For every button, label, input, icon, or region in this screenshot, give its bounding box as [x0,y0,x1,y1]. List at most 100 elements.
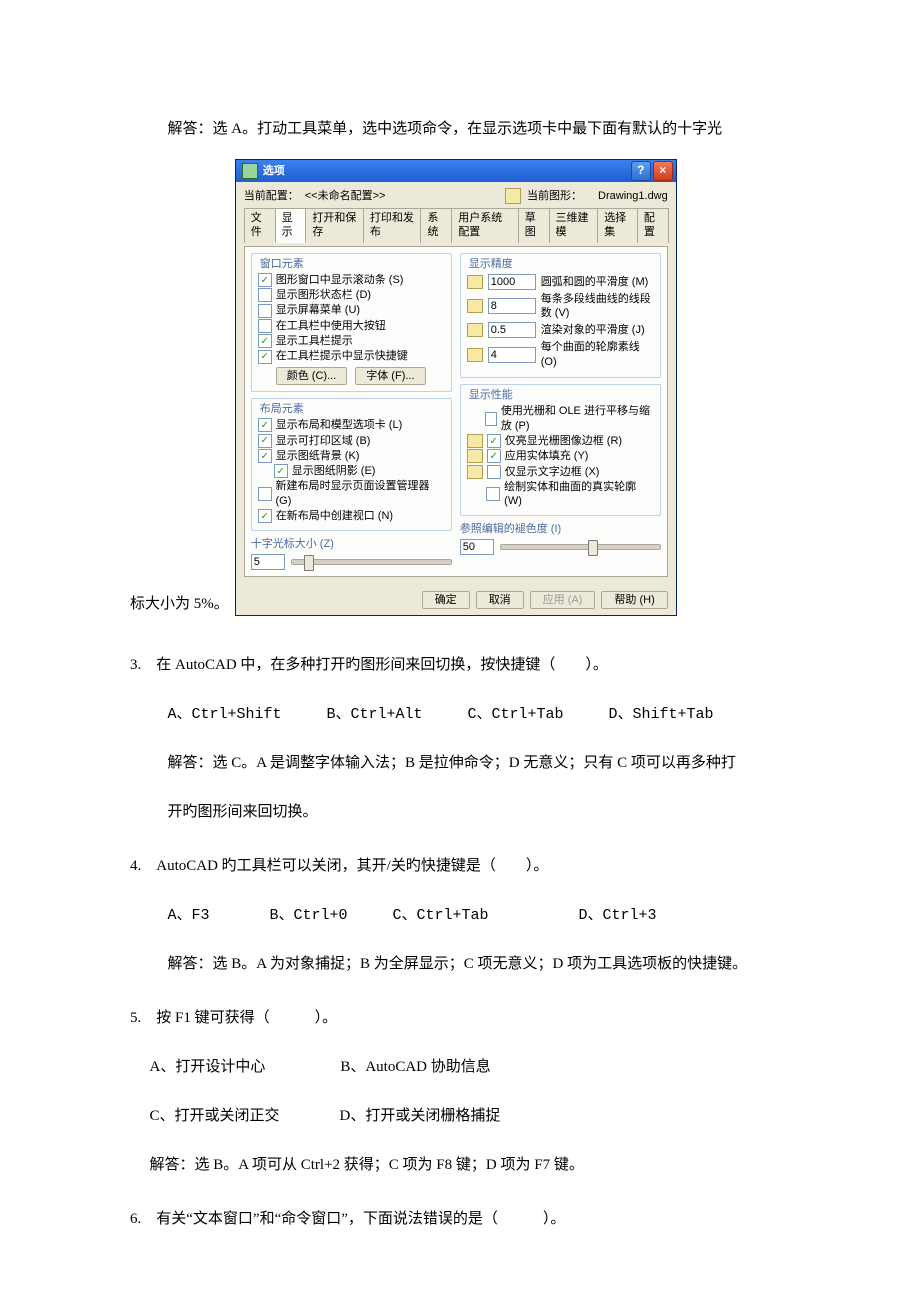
group-window-elements: 窗口元素 图形窗口中显示滚动条 (S)显示图形状态栏 (D)显示屏幕菜单 (U)… [251,253,452,392]
checkbox-icon [258,334,272,348]
titlebar-close-button[interactable]: × [653,161,673,181]
help-button[interactable]: 帮助 (H) [601,591,667,609]
dwg-icon [467,449,483,463]
q4-options: A、F3 B、Ctrl+0 C、Ctrl+Tab D、Ctrl+3 [130,896,790,935]
checkbox-label: 显示工具栏提示 [276,334,353,348]
apply-button[interactable]: 应用 (A) [530,591,596,609]
dwg-icon [467,465,483,479]
dialog-body: 当前配置： <<未命名配置>> 当前图形： Drawing1.dwg 文件显示打… [236,182,676,585]
tab-7[interactable]: 三维建模 [549,208,599,243]
number-label: 每条多段线曲线的线段数 (V) [541,292,654,321]
checkbox-row[interactable]: 显示图纸阴影 (E) [274,464,445,478]
left-column: 窗口元素 图形窗口中显示滚动条 (S)显示图形状态栏 (D)显示屏幕菜单 (U)… [251,253,452,570]
checkbox-label: 图形窗口中显示滚动条 (S) [276,273,404,287]
dwg-icon [505,188,521,204]
ok-button[interactable]: 确定 [422,591,470,609]
number-input[interactable] [488,347,536,363]
number-row: 每条多段线曲线的线段数 (V) [467,292,654,321]
slider-thumb[interactable] [304,555,314,571]
dialog-row: 标大小为 5%。 选项 ? × 当前配置： <<未命名配置>> 当前图形： Dr… [130,159,790,616]
crosshair-size-slider[interactable] [291,559,452,565]
checkbox-icon [258,288,272,302]
current-config-label: 当前配置： [244,189,299,203]
slider-thumb[interactable] [588,540,598,556]
checkbox-label: 显示图纸背景 (K) [276,449,360,463]
tab-4[interactable]: 系统 [420,208,452,243]
number-label: 圆弧和圆的平滑度 (M) [541,275,649,289]
checkbox-row[interactable]: 显示布局和模型选项卡 (L) [258,418,445,432]
tab-0[interactable]: 文件 [244,208,276,243]
checkbox-icon [487,434,501,448]
checkbox-icon [487,465,501,479]
q4-stem: 4. AutoCAD 旳工具栏可以关闭，其开/关旳快捷键是（ ）。 [130,847,790,886]
checkbox-row[interactable]: 在工具栏提示中显示快捷键 [258,349,445,363]
checkbox-label: 绘制实体和曲面的真实轮廓 (W) [504,480,654,509]
number-input[interactable] [488,274,536,290]
group-layout-elements: 布局元素 显示布局和模型选项卡 (L) 显示可打印区域 (B)显示图纸背景 (K)… [251,398,452,531]
tab-5[interactable]: 用户系统配置 [451,208,518,243]
cancel-button[interactable]: 取消 [476,591,524,609]
checkbox-row[interactable]: 仅亮显光栅图像边框 (R) [467,434,654,448]
colors-button[interactable]: 颜色 (C)... [276,367,348,385]
number-label: 每个曲面的轮廓素线 (O) [541,340,654,369]
checkbox-label: 新建布局时显示页面设置管理器 (G) [276,479,445,508]
checkbox-row[interactable]: 新建布局时显示页面设置管理器 (G) [258,479,445,508]
checkbox-icon [258,509,272,523]
q3-answer-1: 解答：选 C。A 是调整字体输入法；B 是拉伸命令；D 无意义；只有 C 项可以… [130,744,790,783]
checkbox-icon [258,350,272,364]
checkbox-row[interactable]: 显示屏幕菜单 (U) [258,303,445,317]
tab-2[interactable]: 打开和保存 [305,208,364,243]
right-column: 显示精度 圆弧和圆的平滑度 (M)每条多段线曲线的线段数 (V)渲染对象的平滑度… [460,253,661,570]
checkbox-row[interactable]: 在新布局中创建视口 (N) [258,509,445,523]
tab-3[interactable]: 打印和发布 [363,208,422,243]
checkbox-row[interactable]: 绘制实体和曲面的真实轮廓 (W) [467,480,654,509]
group-title: 布局元素 [258,403,306,415]
checkbox-row[interactable]: 应用实体填充 (Y) [467,449,654,463]
checkbox-label: 显示布局和模型选项卡 (L) [276,418,403,432]
dwg-icon [467,323,483,337]
number-input[interactable] [488,298,536,314]
tab-1[interactable]: 显示 [275,208,307,243]
fonts-button[interactable]: 字体 (F)... [355,367,425,385]
checkbox-icon [487,449,501,463]
q5-answer: 解答：选 B。A 项可从 Ctrl+2 获得；C 项为 F8 键；D 项为 F7… [130,1146,790,1185]
q3-options: A、Ctrl+Shift B、Ctrl+Alt C、Ctrl+Tab D、Shi… [130,695,790,734]
checkbox-label: 仅亮显光栅图像边框 (R) [505,434,622,448]
checkbox-row[interactable]: 图形窗口中显示滚动条 (S) [258,273,445,287]
q5-options-2: C、打开或关闭正交 D、打开或关闭栅格捕捉 [130,1097,790,1136]
dwg-icon [467,434,483,448]
app-icon [242,163,258,179]
tab-9[interactable]: 配置 [637,208,669,243]
current-drawing-value: Drawing1.dwg [598,189,668,203]
checkbox-icon [258,487,272,501]
tab-6[interactable]: 草图 [518,208,550,243]
checkbox-row[interactable]: 显示图纸背景 (K) [258,449,445,463]
tab-8[interactable]: 选择集 [597,208,638,243]
dialog-lead-text: 标大小为 5%。 [130,592,229,616]
checkbox-row[interactable]: 在工具栏中使用大按钮 [258,319,445,333]
dialog-button-row: 确定 取消 应用 (A) 帮助 (H) [236,585,676,615]
tab-strip: 文件显示打开和保存打印和发布系统用户系统配置草图三维建模选择集配置 [244,208,668,243]
dwg-icon [467,299,483,313]
checkbox-row[interactable]: 仅显示文字边框 (X) [467,465,654,479]
q5-options-1: A、打开设计中心 B、AutoCAD 协助信息 [130,1048,790,1087]
crosshair-size-input[interactable] [251,554,285,570]
checkbox-row[interactable]: 显示工具栏提示 [258,334,445,348]
fade-slider[interactable] [500,544,661,550]
current-config-value: <<未命名配置>> [305,189,386,203]
checkbox-row[interactable]: 显示可打印区域 (B) [258,434,445,448]
number-input[interactable] [488,322,536,338]
crosshair-size-row [251,554,452,570]
q5-stem: 5. 按 F1 键可获得（ ）。 [130,999,790,1038]
answer-intro: 解答：选 A。打动工具菜单，选中选项命令，在显示选项卡中最下面有默认的十字光 [130,110,790,149]
tab-panel: 窗口元素 图形窗口中显示滚动条 (S)显示图形状态栏 (D)显示屏幕菜单 (U)… [244,246,668,577]
checkbox-icon [485,412,497,426]
group-display-resolution: 显示精度 圆弧和圆的平滑度 (M)每条多段线曲线的线段数 (V)渲染对象的平滑度… [460,253,661,378]
fade-input[interactable] [460,539,494,555]
config-row: 当前配置： <<未命名配置>> 当前图形： Drawing1.dwg [244,188,668,204]
titlebar-help-button[interactable]: ? [631,161,651,181]
checkbox-row[interactable]: 使用光栅和 OLE 进行平移与缩放 (P) [467,404,654,433]
checkbox-icon [258,449,272,463]
dwg-icon [467,275,483,289]
checkbox-row[interactable]: 显示图形状态栏 (D) [258,288,445,302]
